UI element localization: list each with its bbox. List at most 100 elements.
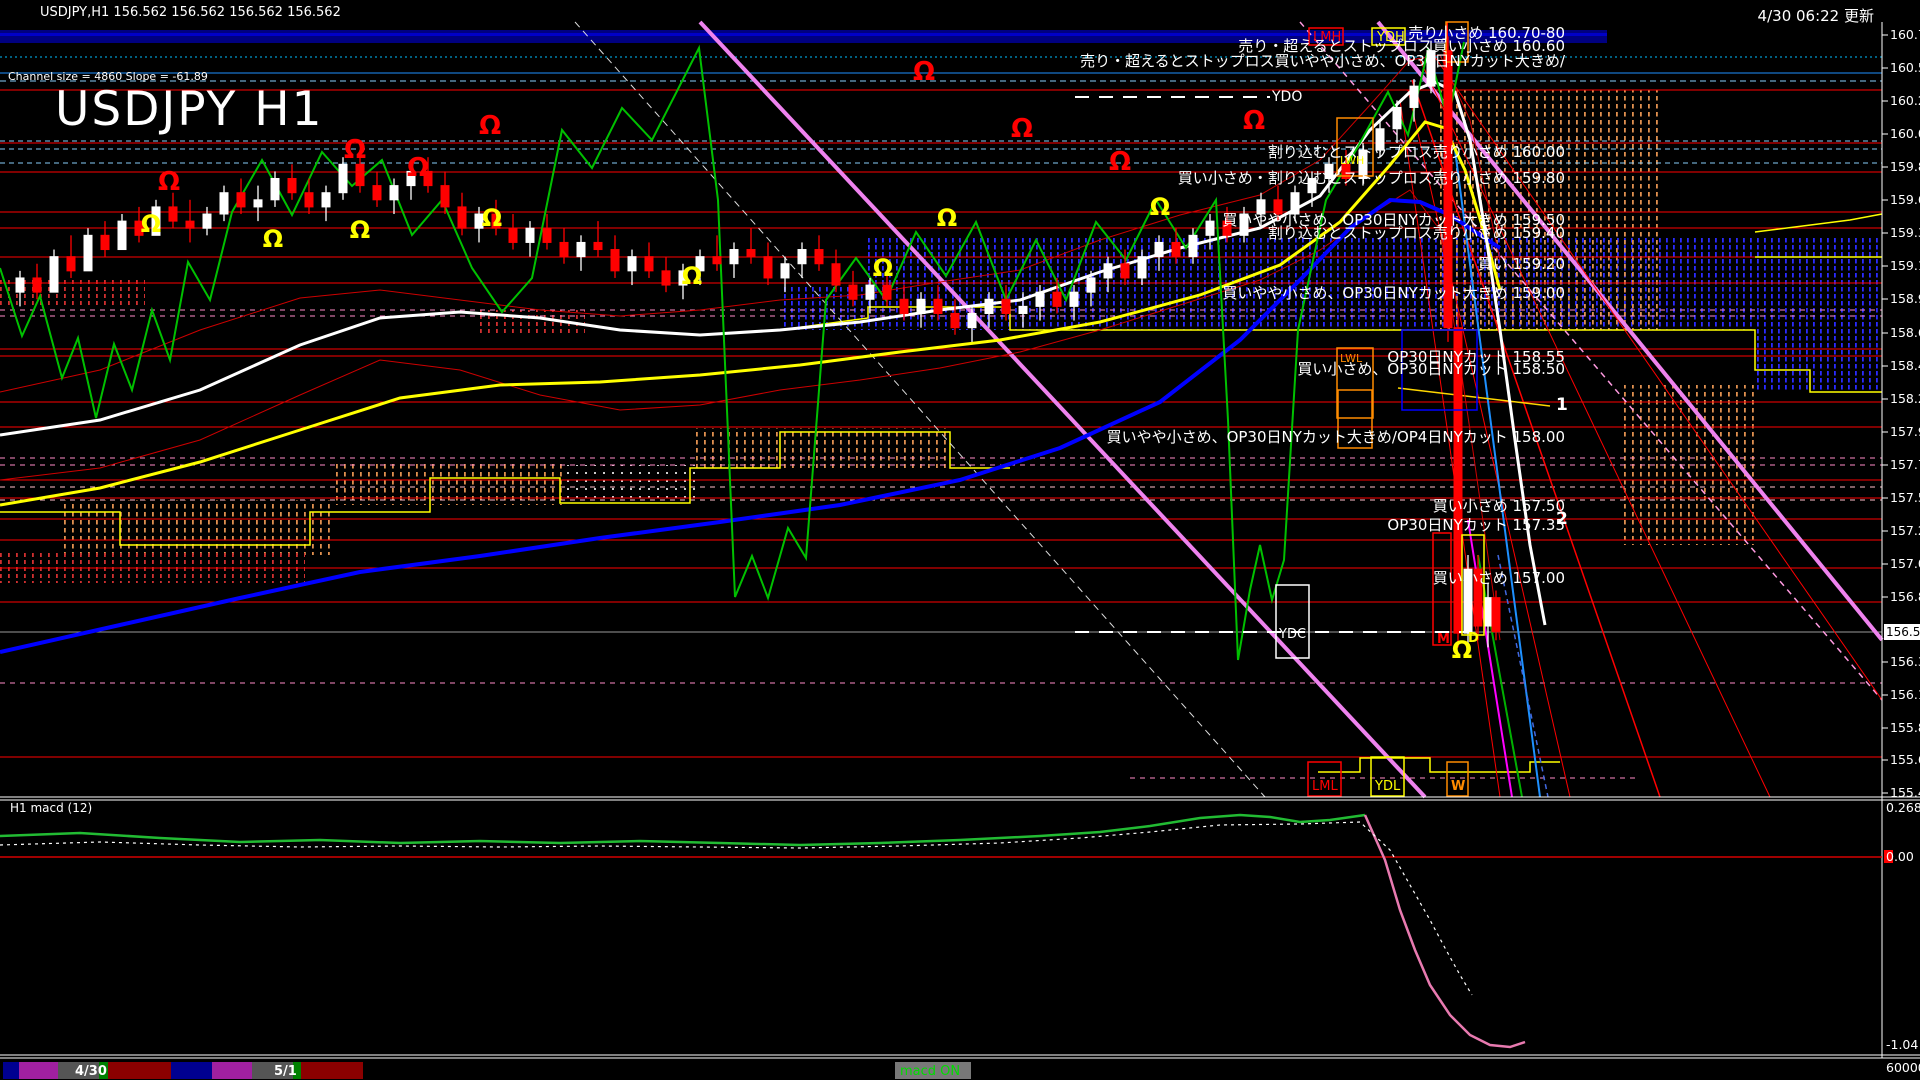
senkou-step-line (1318, 757, 1560, 773)
candle-body (1409, 85, 1419, 108)
candle-body (508, 227, 518, 243)
candle-body (1341, 163, 1351, 180)
session-box (1401, 329, 1478, 411)
candle-body (1443, 50, 1453, 329)
candle-body (1001, 298, 1011, 314)
trade-annotation: 売り・超えるとストップロス買いやや小さめ、OP30日NYカット大きめ/ (1080, 52, 1566, 70)
ma-yellow-line (0, 120, 1502, 507)
omega-signal-icon: Ω (479, 111, 501, 141)
axis-tick-label: 160.060 (1890, 126, 1920, 141)
candle-body (1483, 597, 1493, 627)
trade-annotation: 買い小さめ 157.50 (1433, 497, 1565, 515)
session-box (1337, 389, 1373, 449)
candle-body (1222, 220, 1232, 236)
senkou-step-line (779, 306, 1882, 393)
trade-annotation: 売り・超えるとストップロス買い小さめ 160.60 (1238, 37, 1565, 55)
timeline-date-label: 4/30 (75, 1064, 107, 1079)
candle-body (814, 249, 824, 265)
candle-body (406, 170, 416, 187)
timeline-session-block[interactable] (252, 1062, 293, 1079)
axis-tick-label: 160.525 (1890, 60, 1920, 75)
macd-zero-mark (1884, 850, 1893, 863)
candle-body (338, 163, 348, 194)
trend-line (1397, 387, 1551, 407)
candle-body (1290, 192, 1300, 215)
trade-annotation: 買いやや小さめ、OP30日NYカット大きめ 159.00 (1222, 284, 1565, 302)
trade-annotation: OP30日NYカット 157.35 (1387, 516, 1565, 534)
senkou-step-line (0, 431, 1010, 546)
trend-line (698, 20, 1427, 799)
candle-body (423, 170, 433, 187)
candle-body (933, 298, 943, 314)
candle-body (389, 185, 399, 201)
candle-body (168, 206, 178, 222)
axis-tick-label: 155.660 (1890, 752, 1920, 767)
candle-body (66, 256, 76, 272)
candle-body (780, 263, 790, 279)
session-box (1336, 347, 1374, 419)
session-box (1308, 27, 1344, 46)
candle-body (270, 178, 280, 201)
candle-body (83, 234, 93, 272)
marker-label: W (1451, 779, 1465, 794)
macd-on-badge (895, 1062, 971, 1079)
candle-body (593, 241, 603, 251)
omega-signal-icon: Ω (1243, 106, 1265, 136)
macd-signal-line (0, 821, 1473, 996)
marker-label: LWH (1340, 154, 1364, 167)
candle-body (1052, 291, 1062, 307)
indicator-cloud (1755, 330, 1882, 392)
candle-body (1035, 291, 1045, 307)
axis-tick-label: 159.830 (1890, 159, 1920, 174)
trend-line (1477, 554, 1523, 798)
timeline-session-block[interactable] (301, 1062, 363, 1079)
candle-body (1018, 305, 1028, 314)
candle-body (1171, 241, 1181, 258)
timeline-session-block[interactable] (212, 1062, 252, 1079)
session-box (1446, 761, 1469, 797)
candle-body (236, 192, 246, 208)
marker-label: YDO (1271, 89, 1302, 105)
session-box (1445, 21, 1469, 63)
trade-annotation: 買い小さめ・割り込むとストップロス売り小さめ 159.80 (1178, 169, 1565, 187)
macd-main-line-falling (1363, 814, 1526, 1049)
axis-tick-label: 157.050 (1890, 556, 1920, 571)
timeline-session-block[interactable] (99, 1062, 108, 1079)
marker-label: D (1468, 631, 1479, 646)
axis-tick-label: 160.760 (1890, 27, 1920, 42)
trend-line (1411, 79, 1661, 798)
candle-body (1205, 220, 1215, 236)
candle-body (1086, 277, 1096, 293)
candle-body (117, 220, 127, 251)
candle-body (797, 249, 807, 265)
axis-tick-label: 158.905 (1890, 291, 1920, 306)
omega-signal-icon: Ω (482, 204, 502, 232)
band-lower-line (0, 189, 1501, 641)
timeline-session-block[interactable] (19, 1062, 58, 1079)
candle-body (1324, 163, 1334, 180)
candle-body (967, 312, 977, 329)
timeline-session-block[interactable] (108, 1062, 171, 1079)
timeline-session-block[interactable] (171, 1062, 212, 1079)
indicator-cloud (690, 428, 950, 468)
candle-body (950, 312, 960, 329)
indicator-cloud (565, 465, 700, 500)
timeline-date-label: 5/1 (274, 1064, 297, 1079)
candle-body (372, 185, 382, 201)
trade-annotation: 買いやや小さめ、OP30日NYカット大きめ 159.50 (1222, 211, 1565, 229)
axis-tick-label: 157.745 (1890, 457, 1920, 472)
candle-body (474, 213, 484, 229)
axis-tick-label: 158.440 (1890, 358, 1920, 373)
session-box (1371, 27, 1406, 46)
timeline-session-block[interactable] (293, 1062, 301, 1079)
candle-body (1358, 149, 1368, 180)
candle-body (576, 241, 586, 258)
axis-tick-label: 158.670 (1890, 325, 1920, 340)
timeline-session-block[interactable] (58, 1062, 99, 1079)
omega-signal-icon: Ω (1452, 636, 1472, 664)
candle-body (134, 220, 144, 236)
timeline-session-block[interactable] (3, 1062, 19, 1079)
trade-annotation: 買い小さめ、OP30日NYカット 158.50 (1297, 360, 1565, 378)
